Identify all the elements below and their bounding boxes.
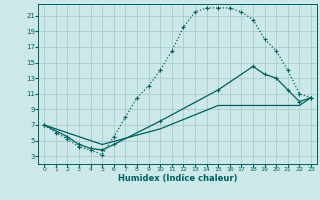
X-axis label: Humidex (Indice chaleur): Humidex (Indice chaleur) xyxy=(118,174,237,183)
